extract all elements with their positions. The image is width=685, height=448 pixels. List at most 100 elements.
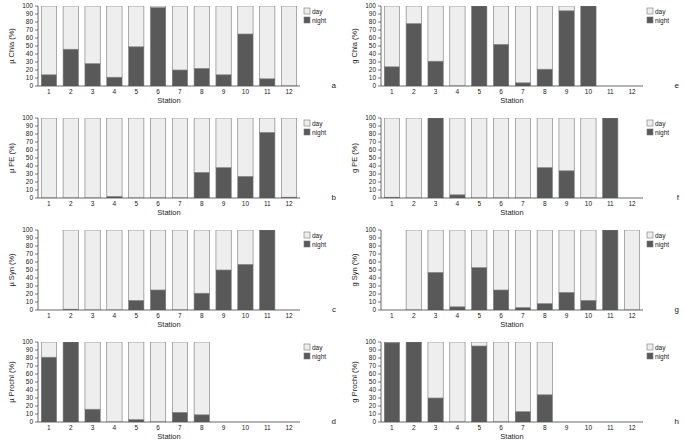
- y-tick-label: 100: [22, 226, 33, 233]
- x-tick-label: 9: [222, 424, 226, 431]
- legend-swatch: [647, 353, 653, 359]
- bar: [581, 118, 596, 198]
- y-tick-label: 30: [26, 394, 34, 401]
- bar: [129, 118, 144, 198]
- x-tick-label: 10: [585, 200, 593, 207]
- bars: [384, 6, 596, 86]
- bar: [624, 230, 639, 310]
- bar: [406, 230, 421, 310]
- y-tick-label: 0: [29, 418, 33, 425]
- x-tick-label: 11: [607, 424, 614, 431]
- y-tick-label: 50: [26, 42, 34, 49]
- y-tick-label: 30: [369, 394, 377, 401]
- panel-label: b: [332, 193, 337, 202]
- bar: [238, 230, 253, 264]
- x-tick-label: 4: [456, 88, 460, 95]
- bar: [493, 118, 508, 198]
- x-tick-label: 8: [200, 88, 204, 95]
- y-tick: [378, 382, 381, 383]
- y-tick: [378, 70, 381, 71]
- y-tick-label: 30: [26, 282, 34, 289]
- y-tick: [35, 230, 38, 231]
- x-tick-label: 3: [434, 200, 438, 207]
- x-tick-label: 1: [47, 200, 51, 207]
- bar: [559, 292, 574, 310]
- y-tick: [378, 302, 381, 303]
- y-tick: [378, 62, 381, 63]
- y-tick-label: 80: [26, 354, 34, 361]
- bar: [515, 118, 530, 198]
- x-tick-label: 11: [264, 88, 271, 95]
- y-axis: [38, 6, 39, 86]
- y-tick-label: 0: [372, 418, 376, 425]
- x-tick-label: 11: [264, 312, 271, 319]
- legend-label: night: [312, 129, 326, 137]
- y-tick-label: 90: [26, 122, 34, 129]
- x-tick-label: 7: [178, 88, 182, 95]
- y-tick-label: 100: [365, 114, 376, 121]
- bar: [428, 398, 443, 422]
- y-tick: [35, 30, 38, 31]
- bar: [472, 118, 487, 198]
- bar: [41, 75, 56, 86]
- y-tick: [35, 22, 38, 23]
- bar: [493, 290, 508, 310]
- bar: [216, 75, 231, 86]
- y-axis: [381, 230, 382, 310]
- x-tick-label: 9: [565, 424, 569, 431]
- x-axis: [38, 310, 300, 311]
- y-tick-label: 60: [26, 34, 34, 41]
- bar: [85, 64, 100, 86]
- bars: [63, 230, 275, 310]
- bar: [238, 264, 253, 310]
- y-tick: [378, 310, 381, 311]
- bar: [85, 118, 100, 198]
- bars: [384, 342, 552, 422]
- legend: daynight: [647, 232, 669, 249]
- y-tick-label: 70: [369, 250, 377, 257]
- legend-swatch: [304, 241, 310, 247]
- panel-label: e: [675, 81, 680, 90]
- legend-swatch: [647, 232, 653, 238]
- x-tick-label: 10: [585, 88, 593, 95]
- bar: [41, 342, 56, 357]
- y-tick: [35, 246, 38, 247]
- x-tick-label: 12: [285, 312, 293, 319]
- legend-label: night: [655, 241, 669, 249]
- x-tick-label: 4: [113, 424, 117, 431]
- y-tick-label: 20: [369, 66, 377, 73]
- y-tick: [378, 286, 381, 287]
- y-tick-label: 70: [26, 138, 34, 145]
- bar: [238, 6, 253, 34]
- y-tick: [35, 142, 38, 143]
- x-axis-label: Station: [157, 96, 180, 105]
- y-tick-label: 100: [365, 2, 376, 9]
- bar: [493, 6, 508, 44]
- legend-swatch: [647, 120, 653, 126]
- x-tick-label: 3: [91, 200, 95, 207]
- y-tick: [35, 278, 38, 279]
- legend-label: day: [312, 344, 323, 352]
- panel: 0102030405060708090100123456789101112Sta…: [7, 114, 337, 217]
- y-axis-label: g Chla (%): [350, 28, 359, 64]
- y-tick-label: 80: [26, 242, 34, 249]
- x-tick-label: 4: [456, 200, 460, 207]
- y-tick-label: 40: [369, 386, 377, 393]
- legend-swatch: [647, 129, 653, 135]
- x-tick-label: 5: [477, 200, 481, 207]
- bar: [406, 118, 421, 198]
- y-tick: [35, 150, 38, 151]
- x-tick-label: 8: [543, 88, 547, 95]
- bar: [194, 293, 209, 310]
- y-tick: [35, 254, 38, 255]
- x-tick-label: 2: [412, 424, 416, 431]
- y-tick-label: 90: [369, 10, 377, 17]
- y-tick: [378, 358, 381, 359]
- y-tick: [35, 366, 38, 367]
- bar: [194, 6, 209, 68]
- y-tick-label: 20: [26, 66, 34, 73]
- bar: [216, 270, 231, 310]
- bar: [515, 230, 530, 308]
- legend-swatch: [304, 17, 310, 23]
- x-tick-label: 4: [113, 200, 117, 207]
